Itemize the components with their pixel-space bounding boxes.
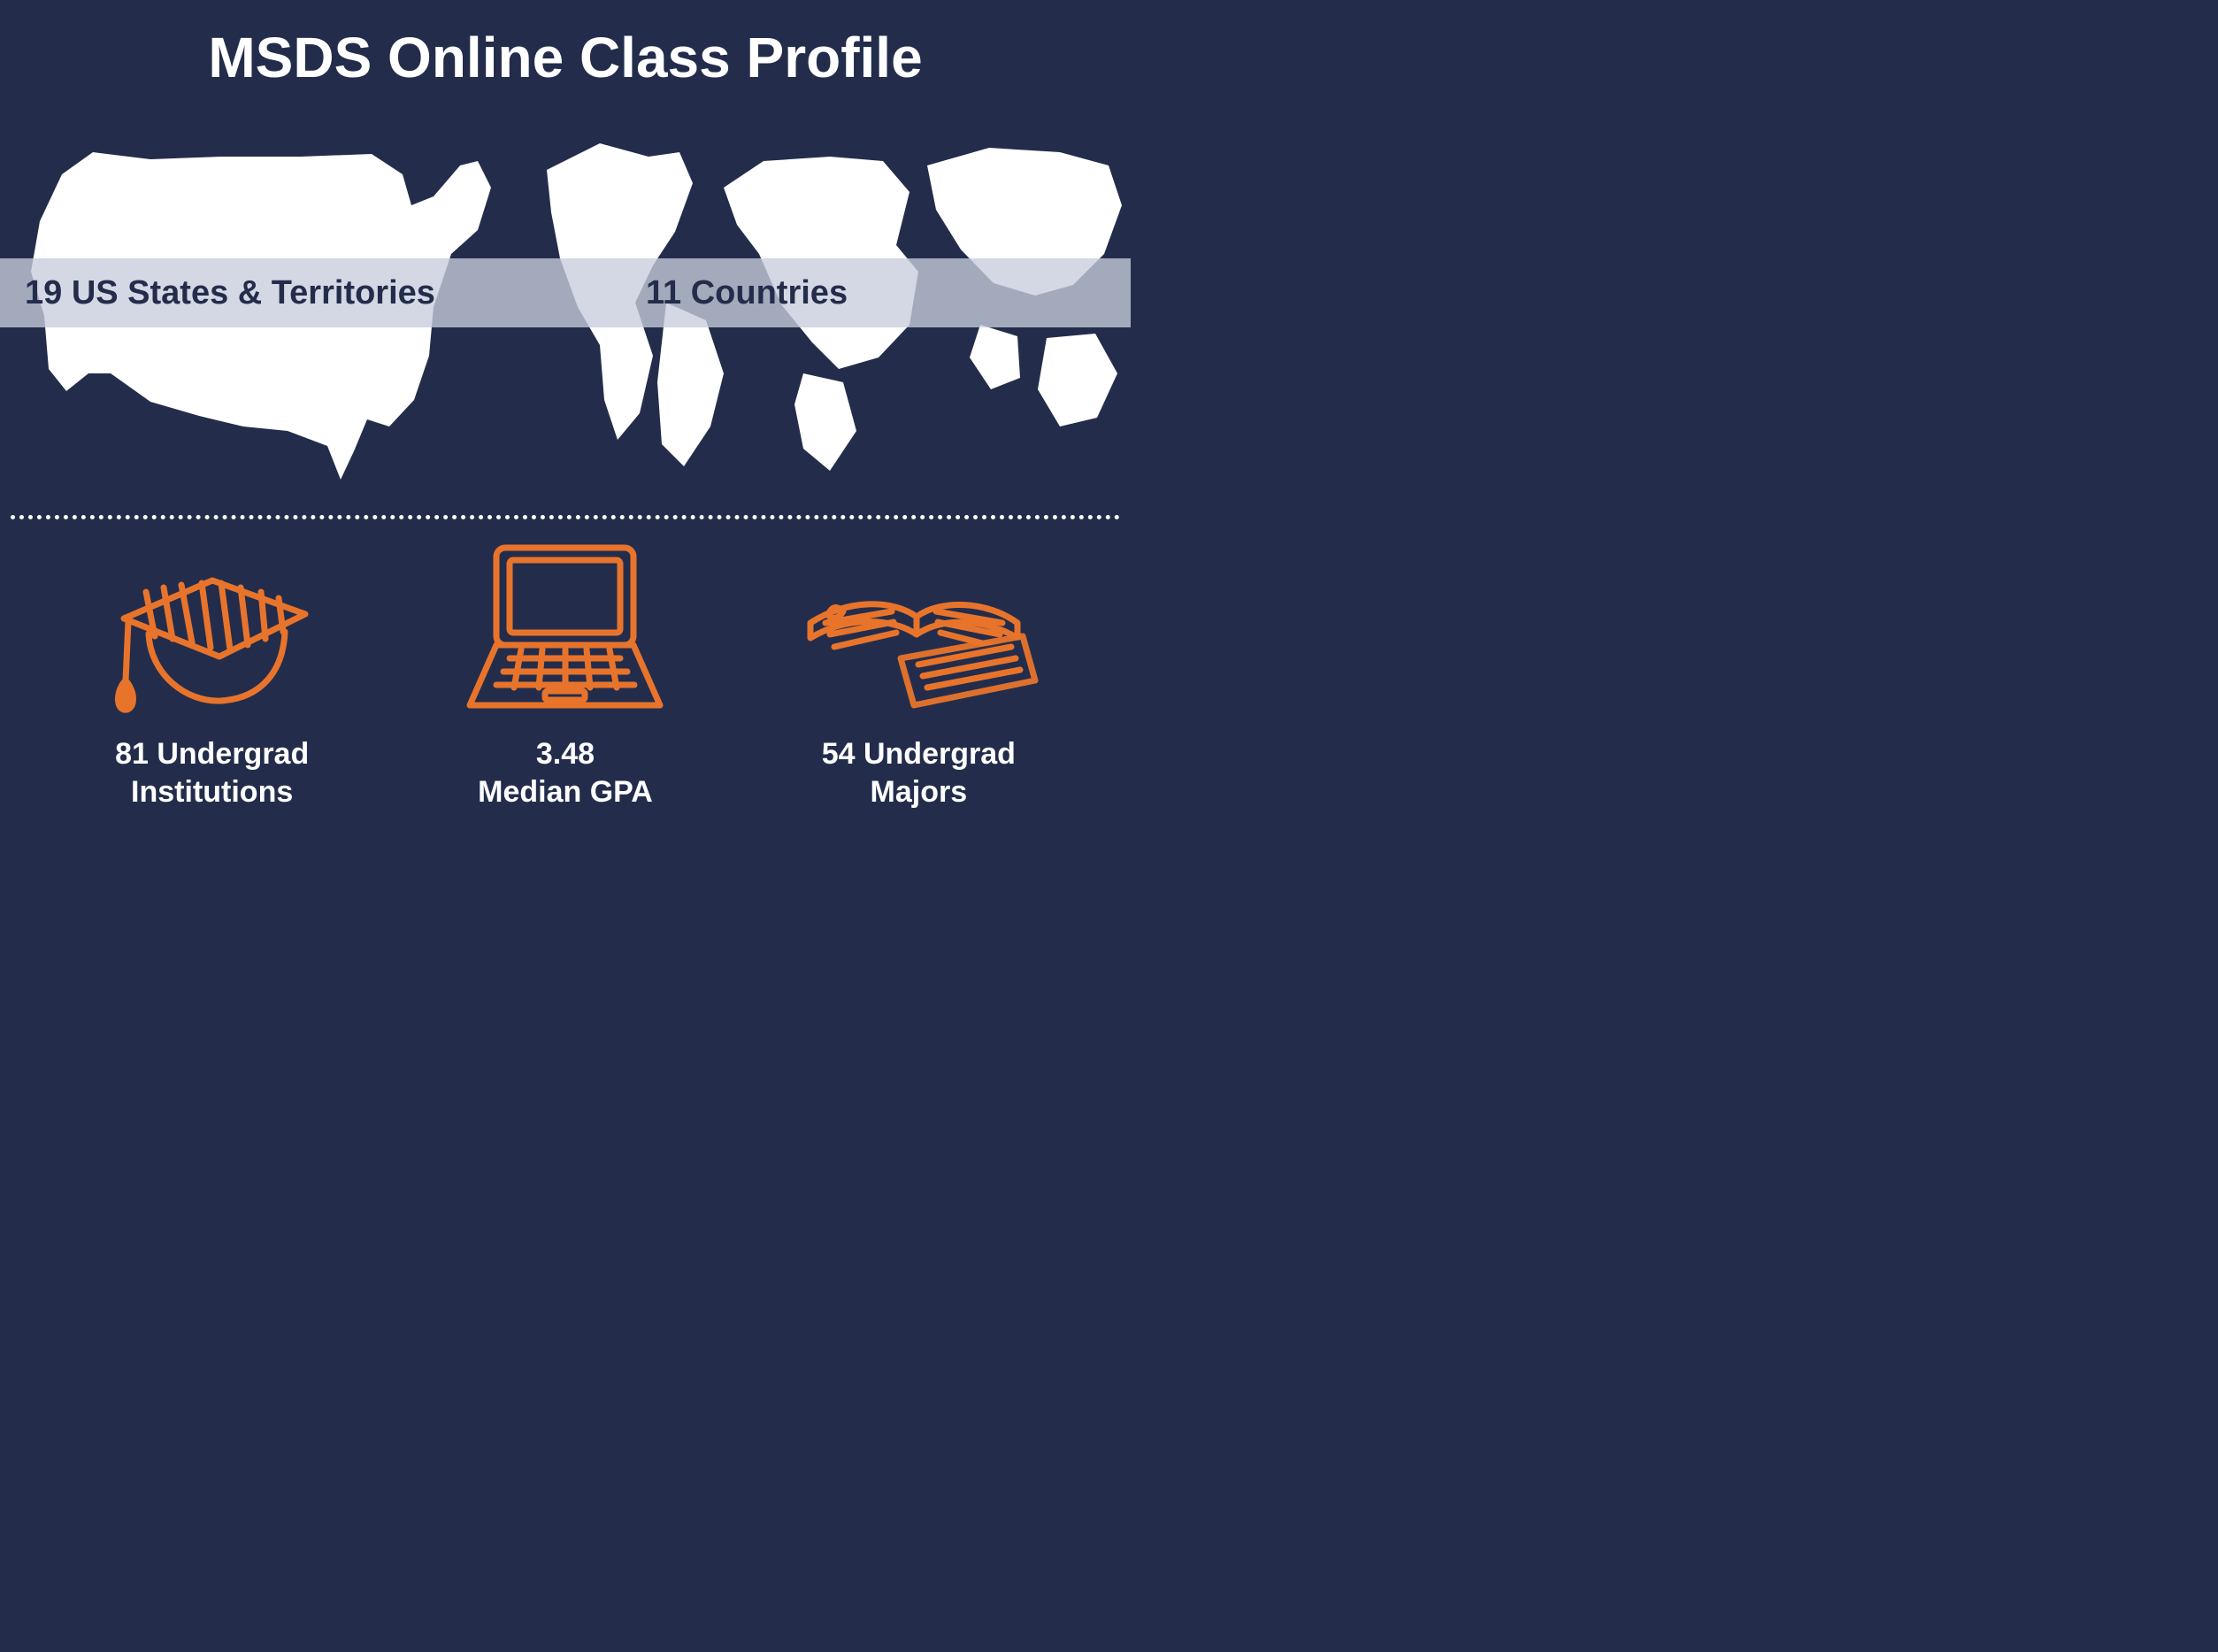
section-divider: [11, 515, 1120, 519]
graduation-cap-icon: [106, 570, 319, 716]
map-overlay-bar: 19 US States & Territories 11 Countries: [0, 258, 1131, 327]
stat-institutions-label: 81 Undergrad Institutions: [115, 735, 309, 811]
stat-gpa-label: 3.48 Median GPA: [478, 735, 653, 811]
stats-row: 81 Undergrad Institutions 3.48 Median GP…: [0, 539, 1131, 811]
stat-institutions: 81 Undergrad Institutions: [35, 570, 388, 811]
books-icon: [794, 574, 1042, 716]
stat-gpa: 3.48 Median GPA: [388, 539, 741, 811]
laptop-icon: [461, 539, 669, 716]
stat-majors-label: 54 Undergrad Majors: [822, 735, 1016, 811]
stat-majors: 54 Undergrad Majors: [742, 574, 1095, 811]
map-section: 19 US States & Territories 11 Countries: [0, 126, 1131, 497]
countries-label: 11 Countries: [646, 274, 848, 312]
us-states-label: 19 US States & Territories: [25, 274, 435, 312]
page-title: MSDS Online Class Profile: [0, 0, 1131, 90]
